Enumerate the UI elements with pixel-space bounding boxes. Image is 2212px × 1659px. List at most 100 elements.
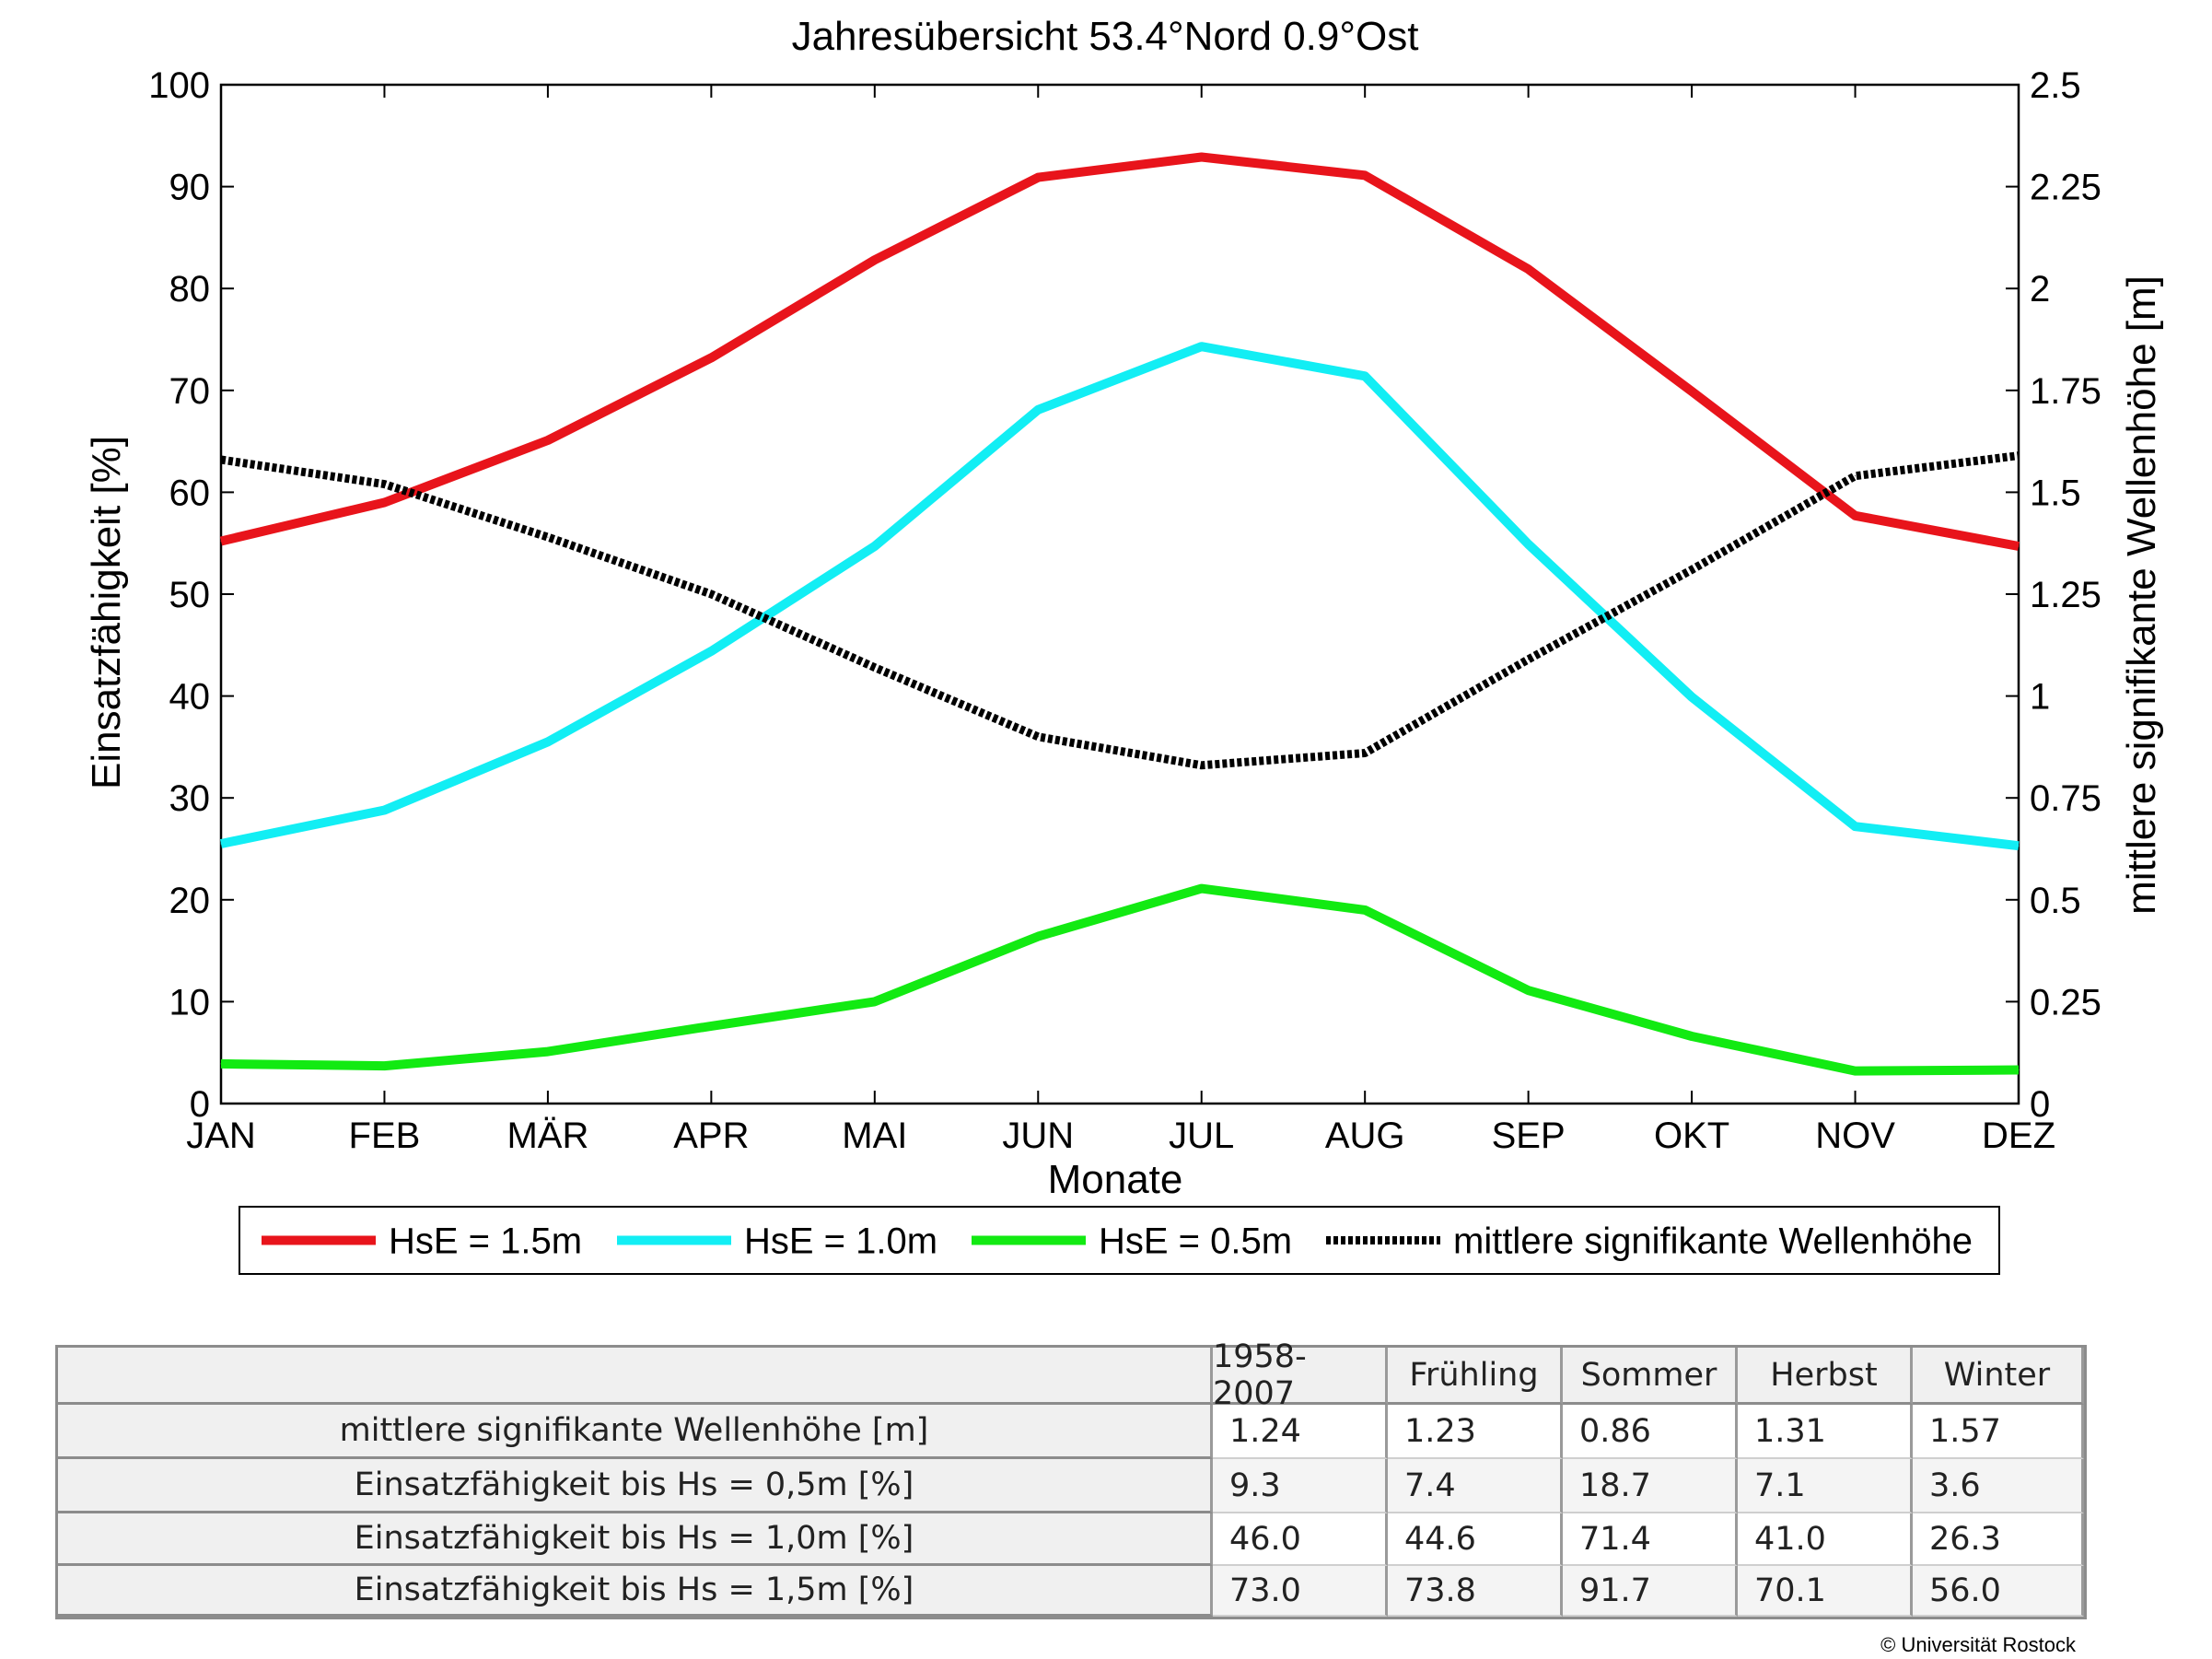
cell-wave-height-spring: 1.23 <box>1388 1405 1563 1459</box>
point-mittlere-signifikante-wellenh-he-apr <box>710 593 712 595</box>
point-hse-1-0m-apr <box>710 650 712 652</box>
col-header-period: 1958-2007 <box>1213 1338 1388 1412</box>
y-tick-label-right-2-5: 2.5 <box>2030 65 2081 106</box>
point-mittlere-signifikante-wellenh-he-sep <box>1528 659 1530 660</box>
cell-hs-10-period: 46.0 <box>1213 1513 1388 1566</box>
point-hse-1-0m-dez <box>2018 845 2020 847</box>
x-tick-label-11: DEZ <box>1982 1116 2055 1156</box>
col-header-spring: Frühling <box>1388 1348 1563 1405</box>
y-axis-label-left: Einsatzfähigkeit [%] <box>84 436 129 789</box>
cell-hs-05-autumn: 7.1 <box>1738 1459 1913 1513</box>
cell-hs-05-spring: 7.4 <box>1388 1459 1563 1513</box>
point-hse-0-5m-jun <box>1037 936 1039 938</box>
point-hse-1-5m-jan <box>220 541 222 542</box>
point-hse-1-5m-m-r <box>547 439 549 441</box>
point-hse-0-5m-apr <box>710 1025 712 1027</box>
point-mittlere-signifikante-wellenh-he-feb <box>384 484 385 485</box>
x-tick-label-4: MAI <box>842 1116 907 1156</box>
point-hse-1-0m-aug <box>1364 375 1366 377</box>
point-hse-1-5m-sep <box>1528 268 1530 270</box>
table-corner-cell <box>58 1348 1213 1405</box>
legend-box <box>239 1206 2000 1275</box>
point-hse-1-0m-feb <box>384 810 385 811</box>
copyright-notice: © Universität Rostock <box>1880 1633 2076 1656</box>
point-mittlere-signifikante-wellenh-he-jan <box>220 459 222 461</box>
legend-label-hse-1-5m: HsE = 1.5m <box>389 1221 582 1262</box>
y-tick-label-left-60: 60 <box>169 473 211 513</box>
point-mittlere-signifikante-wellenh-he-okt <box>1691 569 1693 570</box>
point-hse-1-5m-dez <box>2018 545 2020 547</box>
seasonal-summary-table: 1958-2007 Frühling Sommer Herbst Winter … <box>55 1338 2087 1619</box>
series-line-hse-1-0m <box>219 342 2020 851</box>
point-hse-0-5m-aug <box>1364 909 1366 911</box>
legend-label-mittlere-signifikante-wellenh-he: mittlere signifikante Wellenhöhe <box>1453 1221 1973 1262</box>
cell-hs-15-spring: 73.8 <box>1388 1566 1563 1617</box>
point-hse-1-5m-aug <box>1364 174 1366 176</box>
cell-hs-10-summer: 71.4 <box>1563 1513 1738 1566</box>
y-tick-label-left-80: 80 <box>169 269 211 310</box>
point-hse-0-5m-nov <box>1855 1070 1856 1072</box>
y-tick-label-right-0-25: 0.25 <box>2030 982 2101 1022</box>
annual-overview-chart: Jahresübersicht 53.4°Nord 0.9°Ost JAN FEB… <box>84 14 2164 1275</box>
x-tick-label-7: AUG <box>1325 1116 1405 1156</box>
cell-hs-15-period: 73.0 <box>1213 1566 1388 1617</box>
y-tick-label-right-1-5: 1.5 <box>2030 473 2081 513</box>
y-tick-label-left-30: 30 <box>169 778 211 819</box>
y-tick-label-left-20: 20 <box>169 881 211 921</box>
y-tick-label-right-2: 2 <box>2030 269 2050 310</box>
point-hse-1-5m-mai <box>874 259 876 261</box>
series-line-mittlere-signifikante-wellenh-he <box>220 451 2020 770</box>
cell-hs-15-winter: 56.0 <box>1913 1566 2084 1617</box>
y-tick-label-left-100: 100 <box>148 65 210 106</box>
point-hse-1-5m-feb <box>384 502 385 503</box>
y-tick-label-left-0: 0 <box>190 1084 210 1125</box>
cell-hs-10-winter: 26.3 <box>1913 1513 2084 1566</box>
y-tick-label-right-0-5: 0.5 <box>2030 881 2081 921</box>
point-hse-0-5m-feb <box>384 1065 385 1067</box>
point-hse-1-5m-nov <box>1855 515 1856 517</box>
plot-frame <box>219 83 2020 1105</box>
y-tick-label-right-0: 0 <box>2030 1084 2050 1125</box>
y-tick-label-left-40: 40 <box>169 677 211 718</box>
cell-hs-05-winter: 3.6 <box>1913 1459 2084 1513</box>
y-tick-label-left-70: 70 <box>169 371 211 412</box>
point-hse-1-0m-jan <box>220 843 222 845</box>
cell-hs-05-summer: 18.7 <box>1563 1459 1738 1513</box>
y-tick-label-right-2-25: 2.25 <box>2030 168 2101 208</box>
point-hse-1-0m-jun <box>1037 409 1039 411</box>
x-tick-label-8: SEP <box>1492 1116 1566 1156</box>
point-hse-0-5m-dez <box>2018 1069 2020 1070</box>
y-axis-label-right: mittlere signifikante Wellenhöhe [m] <box>2119 275 2164 915</box>
legend-label-hse-0-5m: HsE = 0.5m <box>1099 1221 1292 1262</box>
cell-hs-05-period: 9.3 <box>1213 1459 1388 1513</box>
col-header-summer: Sommer <box>1563 1348 1738 1405</box>
point-mittlere-signifikante-wellenh-he-dez <box>2018 455 2020 457</box>
point-mittlere-signifikante-wellenh-he-aug <box>1364 753 1366 754</box>
cell-wave-height-winter: 1.57 <box>1913 1405 2084 1459</box>
point-hse-0-5m-mai <box>874 1000 876 1002</box>
cell-wave-height-autumn: 1.31 <box>1738 1405 1913 1459</box>
point-hse-0-5m-jan <box>220 1063 222 1065</box>
y-tick-label-left-10: 10 <box>169 982 211 1022</box>
row-label-hs-05: Einsatzfähigkeit bis Hs = 0,5m [%] <box>58 1459 1213 1513</box>
cell-hs-10-autumn: 41.0 <box>1738 1513 1913 1566</box>
row-label-wave-height: mittlere signifikante Wellenhöhe [m] <box>58 1405 1213 1459</box>
point-hse-0-5m-sep <box>1528 989 1530 991</box>
series-line-hse-1-5m <box>219 152 2020 551</box>
point-hse-0-5m-m-r <box>547 1051 549 1053</box>
legend: HsE = 1.5m HsE = 1.0m HsE = 0.5m mittlere s… <box>239 1206 2000 1275</box>
col-header-autumn: Herbst <box>1738 1348 1913 1405</box>
y-tick-label-right-1-25: 1.25 <box>2030 575 2101 615</box>
row-label-hs-10: Einsatzfähigkeit bis Hs = 1,0m [%] <box>58 1513 1213 1566</box>
point-hse-1-0m-okt <box>1691 696 1693 698</box>
plot-area: JAN FEB MÄR APR MAI JUN JUL AUG SEP OKT NOV DEZ0102… <box>148 65 2101 1156</box>
legend-label-hse-1-0m: HsE = 1.0m <box>744 1221 937 1262</box>
x-tick-label-5: JUN <box>1002 1116 1074 1156</box>
cell-hs-15-autumn: 70.1 <box>1738 1566 1913 1617</box>
point-mittlere-signifikante-wellenh-he-m-r <box>547 536 549 538</box>
x-tick-label-1: FEB <box>349 1116 421 1156</box>
point-hse-0-5m-jul <box>1201 888 1203 890</box>
x-tick-label-6: JUL <box>1169 1116 1234 1156</box>
cell-wave-height-period: 1.24 <box>1213 1405 1388 1459</box>
x-axis-label: Monate <box>1048 1157 1183 1202</box>
